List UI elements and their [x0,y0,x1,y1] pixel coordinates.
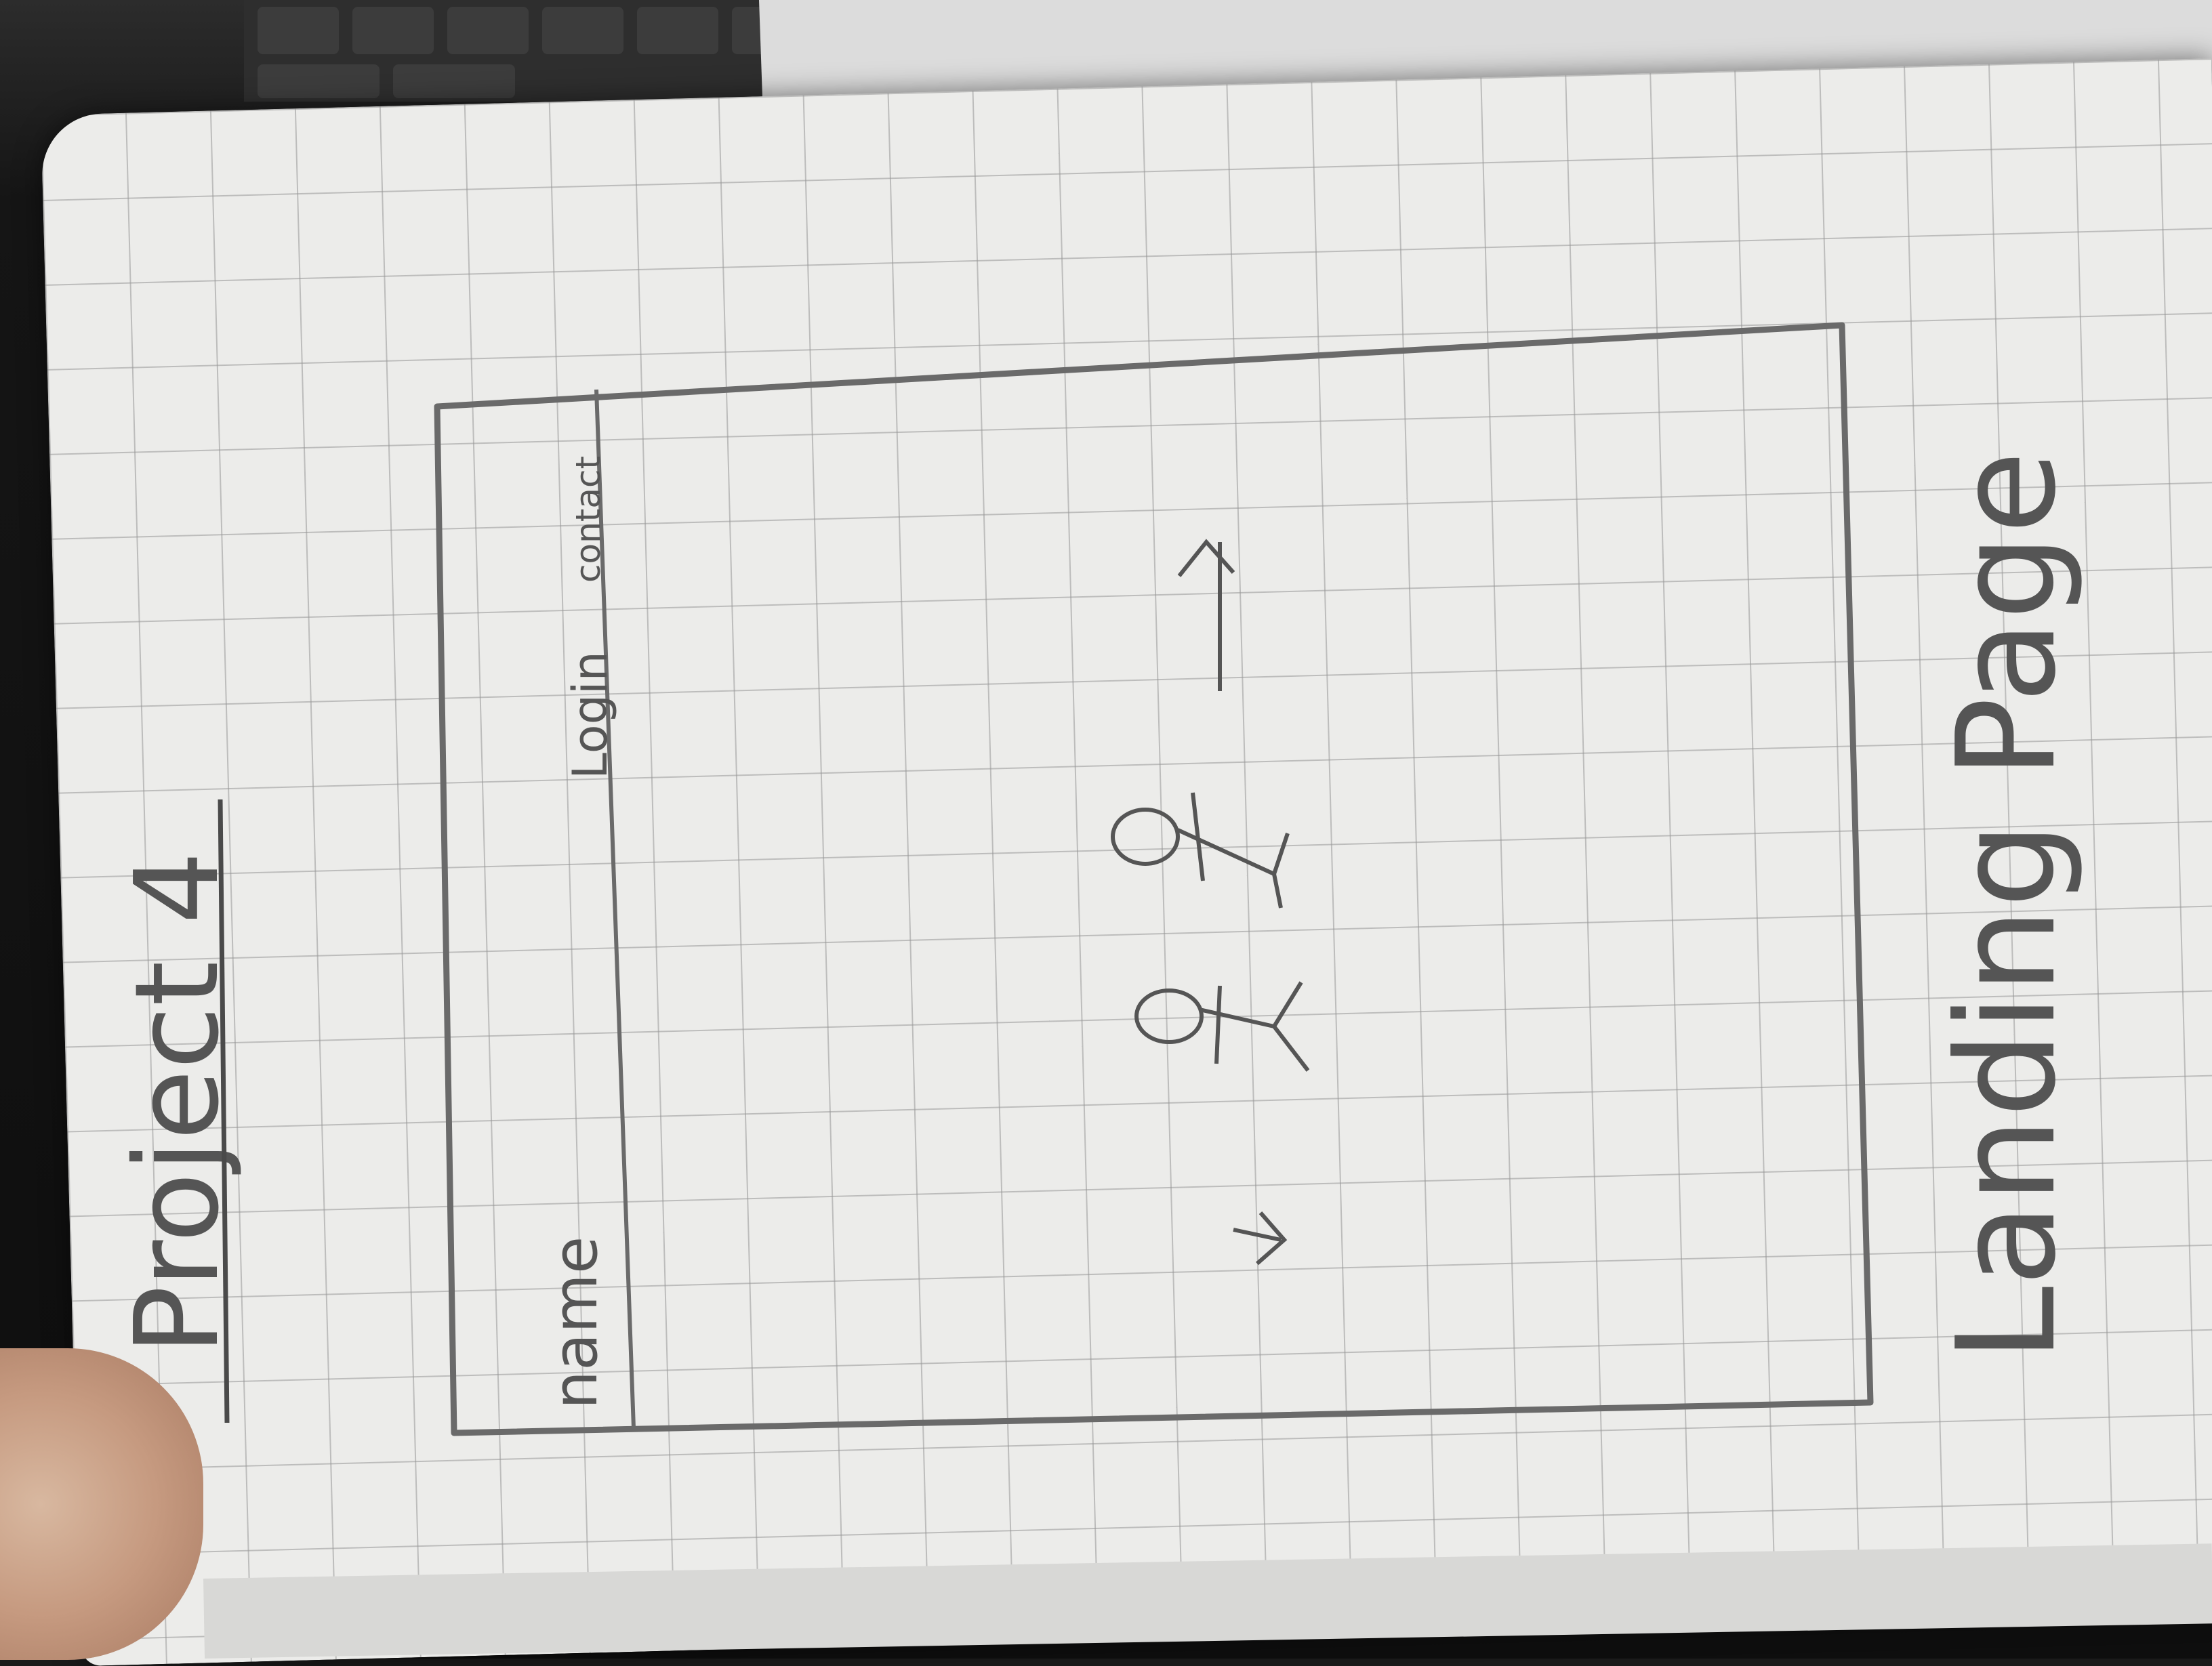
nav-contact-label: contact [569,456,608,583]
wireframe-frame [434,322,1874,1436]
stick-figure-2 [1111,792,1290,909]
nav-name-label: name [540,1236,611,1409]
carousel-right-arrow [1177,539,1235,691]
heading-underline [218,799,230,1423]
carousel-left-arrow [1233,1211,1288,1266]
thumb [0,1348,203,1660]
nav-login-label: Login [562,651,618,779]
page-caption: Landing Page [1928,451,2086,1362]
stick-figure-1 [1134,981,1310,1072]
nav-bar-divider [594,389,636,1429]
